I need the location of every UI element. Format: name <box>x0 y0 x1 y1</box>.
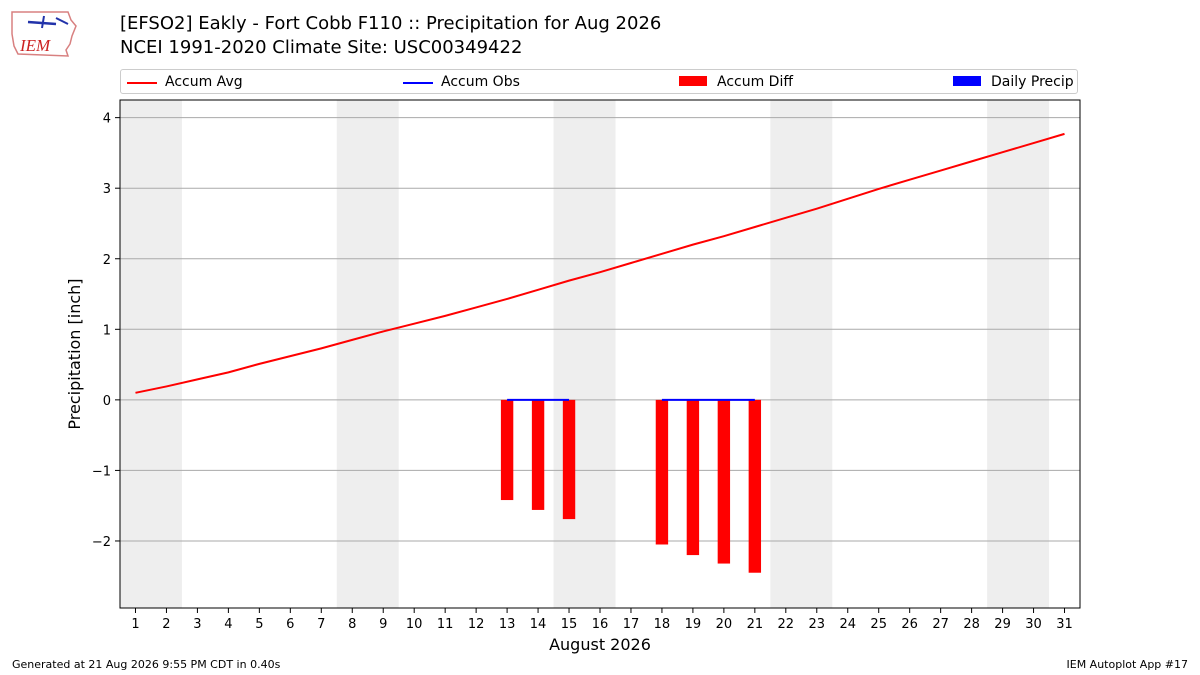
x-tick-label: 30 <box>1025 617 1042 632</box>
x-tick-label: 6 <box>286 617 294 632</box>
x-tick-label: 21 <box>747 617 764 632</box>
x-tick-label: 25 <box>870 617 887 632</box>
x-tick-label: 14 <box>530 617 547 632</box>
logo-weather-glyph-3 <box>55 17 69 25</box>
x-tick-label: 31 <box>1056 617 1073 632</box>
x-tick-label: 5 <box>255 617 263 632</box>
x-tick-label: 19 <box>685 617 702 632</box>
x-tick-label: 17 <box>623 617 640 632</box>
x-tick-label: 4 <box>224 617 232 632</box>
logo-text: IEM <box>19 36 51 55</box>
legend-label-daily-precip: Daily Precip <box>991 74 1074 90</box>
legend-label-accum-obs: Accum Obs <box>441 74 520 90</box>
x-tick-label: 28 <box>963 617 980 632</box>
x-tick-label: 23 <box>809 617 826 632</box>
x-tick-label: 15 <box>561 617 578 632</box>
x-tick-label: 22 <box>778 617 795 632</box>
x-tick-label: 3 <box>193 617 201 632</box>
legend-swatch-accum-diff <box>679 76 707 86</box>
logo-weather-glyph-2 <box>41 15 45 29</box>
x-tick-label: 2 <box>162 617 170 632</box>
y-tick-label: 0 <box>103 394 111 409</box>
weekend-band-2 <box>336 100 399 608</box>
x-tick-label: 9 <box>379 617 387 632</box>
accum-diff-bar <box>686 399 700 556</box>
x-tick-label: 13 <box>499 617 516 632</box>
x-tick-label: 1 <box>131 617 139 632</box>
x-tick-label: 26 <box>901 617 918 632</box>
accum-diff-bar <box>531 399 545 510</box>
x-tick-label: 12 <box>468 617 485 632</box>
x-tick-label: 24 <box>839 617 856 632</box>
chart-title: [EFSO2] Eakly - Fort Cobb F110 :: Precip… <box>120 13 662 34</box>
weekend-band-4 <box>770 100 833 608</box>
weekend-band-1 <box>120 100 182 608</box>
weekend-band-3 <box>553 100 616 608</box>
y-tick-label: 3 <box>103 182 111 197</box>
x-tick-label: 8 <box>348 617 356 632</box>
accum-diff-bar <box>562 399 576 520</box>
weekend-shading-group <box>120 100 1050 608</box>
weekend-band-5 <box>987 100 1050 608</box>
x-tick-label: 29 <box>994 617 1011 632</box>
iem-logo: IEM <box>11 11 77 57</box>
x-tick-label: 27 <box>932 617 949 632</box>
y-tick-label: −1 <box>92 464 111 479</box>
y-tick-label: 2 <box>103 253 111 268</box>
x-tick-label: 11 <box>437 617 454 632</box>
legend-label-accum-avg: Accum Avg <box>165 74 243 90</box>
accum-diff-bar <box>500 399 514 501</box>
y-axis-label: Precipitation [inch] <box>65 278 84 429</box>
accum-diff-bar <box>717 399 731 564</box>
y-tick-label: 1 <box>103 323 111 338</box>
legend-swatch-daily-precip <box>953 76 981 86</box>
y-tick-label: −2 <box>92 535 111 550</box>
legend-label-accum-diff: Accum Diff <box>717 74 794 90</box>
accum-diff-bar <box>655 399 669 545</box>
series-lines-group <box>135 132 1065 401</box>
x-tick-label: 7 <box>317 617 325 632</box>
x-tick-label: 20 <box>716 617 733 632</box>
accum-avg-line <box>135 132 1065 394</box>
footer-app: IEM Autoplot App #17 <box>1066 658 1189 671</box>
accum-diff-bar <box>748 399 762 573</box>
x-tick-label: 18 <box>654 617 671 632</box>
gridlines-group <box>120 117 1080 542</box>
legend-swatch-accum-avg <box>127 82 157 84</box>
x-tick-label: 10 <box>406 617 423 632</box>
legend: Accum Avg Accum Obs Accum Diff Daily Pre… <box>120 69 1078 94</box>
x-tick-label: 16 <box>592 617 609 632</box>
y-tick-label: 4 <box>103 112 111 127</box>
footer-generated: Generated at 21 Aug 2026 9:55 PM CDT in … <box>12 658 281 671</box>
legend-swatch-accum-obs <box>403 82 433 84</box>
chart-subtitle: NCEI 1991-2020 Climate Site: USC00349422 <box>120 37 523 58</box>
accum-diff-bars-group <box>500 399 762 573</box>
x-axis-label: August 2026 <box>549 635 651 654</box>
